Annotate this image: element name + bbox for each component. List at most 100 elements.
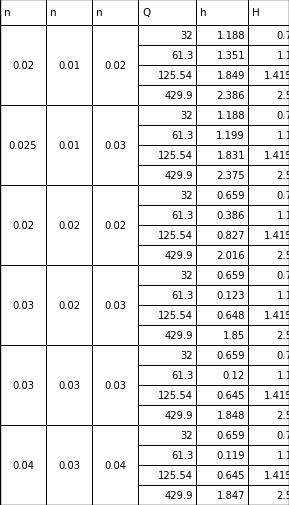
Text: 1.4155: 1.4155 bbox=[264, 311, 289, 320]
Text: 32: 32 bbox=[180, 111, 193, 121]
Bar bbox=[196, 285, 248, 306]
Text: 0.03: 0.03 bbox=[58, 460, 80, 470]
Bar bbox=[196, 226, 248, 245]
Text: 2.386: 2.386 bbox=[216, 91, 245, 101]
Bar bbox=[46, 266, 92, 345]
Text: 0.025: 0.025 bbox=[9, 141, 37, 150]
Bar bbox=[248, 66, 289, 86]
Bar bbox=[248, 106, 289, 126]
Text: 1.4155: 1.4155 bbox=[264, 150, 289, 161]
Text: 1.188: 1.188 bbox=[216, 31, 245, 41]
Bar bbox=[0, 106, 46, 186]
Bar bbox=[138, 325, 196, 345]
Bar bbox=[248, 26, 289, 46]
Text: 1.4155: 1.4155 bbox=[264, 390, 289, 400]
Text: 0.02: 0.02 bbox=[104, 221, 126, 231]
Bar bbox=[138, 166, 196, 186]
Text: 125.54: 125.54 bbox=[158, 470, 193, 480]
Bar bbox=[138, 46, 196, 66]
Text: 2.016: 2.016 bbox=[216, 250, 245, 261]
Bar bbox=[248, 0, 289, 26]
Text: 0.03: 0.03 bbox=[104, 380, 126, 390]
Text: 0.659: 0.659 bbox=[216, 271, 245, 280]
Text: 61.3: 61.3 bbox=[171, 370, 193, 380]
Text: 125.54: 125.54 bbox=[158, 311, 193, 320]
Text: 32: 32 bbox=[180, 31, 193, 41]
Text: 1.849: 1.849 bbox=[216, 71, 245, 81]
Bar bbox=[248, 285, 289, 306]
Text: n: n bbox=[4, 8, 11, 18]
Bar bbox=[248, 445, 289, 465]
Text: 125.54: 125.54 bbox=[158, 390, 193, 400]
Bar bbox=[196, 306, 248, 325]
Bar bbox=[196, 26, 248, 46]
Bar bbox=[138, 86, 196, 106]
Bar bbox=[248, 46, 289, 66]
Bar bbox=[92, 26, 138, 106]
Bar bbox=[248, 86, 289, 106]
Text: 125.54: 125.54 bbox=[158, 231, 193, 240]
Bar bbox=[138, 66, 196, 86]
Bar bbox=[138, 206, 196, 226]
Text: 125.54: 125.54 bbox=[158, 71, 193, 81]
Text: 0.75: 0.75 bbox=[277, 271, 289, 280]
Text: 2.55: 2.55 bbox=[277, 171, 289, 181]
Text: 1.847: 1.847 bbox=[216, 490, 245, 500]
Text: 1.11: 1.11 bbox=[277, 211, 289, 221]
Text: 0.02: 0.02 bbox=[12, 221, 34, 231]
Text: 61.3: 61.3 bbox=[171, 450, 193, 460]
Text: 0.75: 0.75 bbox=[277, 31, 289, 41]
Text: h: h bbox=[200, 8, 207, 18]
Text: 2.375: 2.375 bbox=[216, 171, 245, 181]
Text: 0.12: 0.12 bbox=[223, 370, 245, 380]
Text: 0.123: 0.123 bbox=[216, 290, 245, 300]
Bar bbox=[196, 465, 248, 485]
Bar bbox=[138, 285, 196, 306]
Bar bbox=[196, 385, 248, 405]
Bar bbox=[0, 345, 46, 425]
Bar bbox=[248, 245, 289, 266]
Bar bbox=[0, 425, 46, 505]
Text: 0.02: 0.02 bbox=[104, 61, 126, 71]
Bar bbox=[196, 86, 248, 106]
Bar bbox=[248, 345, 289, 365]
Bar bbox=[46, 425, 92, 505]
Text: 1.4155: 1.4155 bbox=[264, 231, 289, 240]
Text: 0.119: 0.119 bbox=[216, 450, 245, 460]
Bar bbox=[138, 405, 196, 425]
Text: 429.9: 429.9 bbox=[164, 410, 193, 420]
Bar bbox=[138, 365, 196, 385]
Bar bbox=[196, 266, 248, 285]
Text: n: n bbox=[96, 8, 103, 18]
Bar bbox=[92, 266, 138, 345]
Bar bbox=[248, 266, 289, 285]
Bar bbox=[196, 126, 248, 146]
Bar bbox=[196, 365, 248, 385]
Bar bbox=[138, 186, 196, 206]
Bar bbox=[196, 66, 248, 86]
Bar bbox=[248, 365, 289, 385]
Text: H: H bbox=[252, 8, 260, 18]
Bar bbox=[46, 186, 92, 266]
Text: 1.4155: 1.4155 bbox=[264, 71, 289, 81]
Text: 0.04: 0.04 bbox=[104, 460, 126, 470]
Text: 32: 32 bbox=[180, 430, 193, 440]
Text: 0.03: 0.03 bbox=[104, 141, 126, 150]
Text: 2.55: 2.55 bbox=[277, 250, 289, 261]
Bar bbox=[138, 245, 196, 266]
Bar bbox=[248, 425, 289, 445]
Text: 61.3: 61.3 bbox=[171, 51, 193, 61]
Text: 61.3: 61.3 bbox=[171, 131, 193, 141]
Text: 429.9: 429.9 bbox=[164, 490, 193, 500]
Bar bbox=[0, 26, 46, 106]
Text: 1.4155: 1.4155 bbox=[264, 470, 289, 480]
Bar bbox=[46, 106, 92, 186]
Text: 429.9: 429.9 bbox=[164, 91, 193, 101]
Text: 0.75: 0.75 bbox=[277, 350, 289, 360]
Text: 2.55: 2.55 bbox=[277, 410, 289, 420]
Bar bbox=[92, 425, 138, 505]
Bar bbox=[138, 465, 196, 485]
Text: 1.85: 1.85 bbox=[223, 330, 245, 340]
Text: 32: 32 bbox=[180, 271, 193, 280]
Text: 1.351: 1.351 bbox=[216, 51, 245, 61]
